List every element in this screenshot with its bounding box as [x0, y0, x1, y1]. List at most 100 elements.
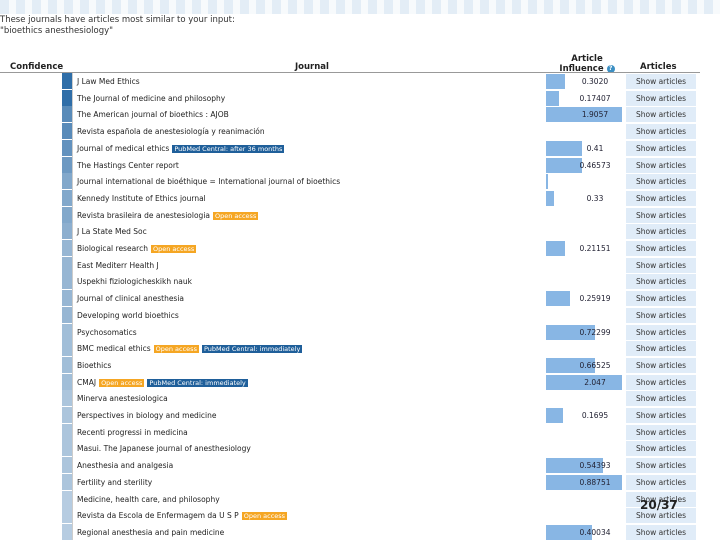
table-row: Revista da Escola de Enfermagem da U S P… — [0, 507, 700, 524]
info-icon[interactable]: ? — [606, 64, 615, 73]
article-influence-cell: 0.17407 — [546, 90, 622, 106]
journal-cell: J La State Med Soc — [77, 227, 147, 236]
show-articles-button[interactable]: Show articles — [626, 207, 696, 223]
journal-name[interactable]: J Law Med Ethics — [77, 77, 140, 86]
journal-name[interactable]: Uspekhi fiziologicheskikh nauk — [77, 277, 192, 287]
open-access-badge: Open access — [213, 211, 259, 220]
journal-name[interactable]: Revista española de anestesiología y rea… — [77, 127, 265, 137]
show-articles-button[interactable]: Show articles — [626, 508, 696, 524]
show-articles-button[interactable]: Show articles — [626, 491, 696, 507]
journal-name[interactable]: The Hastings Center report — [77, 160, 179, 170]
article-influence-bar — [546, 524, 592, 540]
journal-name[interactable]: Journal of clinical anesthesia — [77, 294, 185, 304]
table-row: Revista española de anestesiología y rea… — [0, 123, 700, 140]
show-articles-button[interactable]: Show articles — [626, 408, 696, 423]
table-row: J Law Med Ethics 0.3020 Show articles — [0, 73, 700, 90]
table-row: East Mediterr Health J Show articles — [0, 256, 700, 274]
article-influence-value: 0.88751 — [579, 477, 611, 487]
article-influence-bar — [546, 90, 559, 106]
show-articles-button[interactable]: Show articles — [626, 140, 696, 156]
journal-name[interactable]: Fertility and sterility — [77, 477, 153, 487]
show-articles-button[interactable]: Show articles — [626, 224, 696, 240]
confidence-bar — [62, 256, 72, 273]
journal-name[interactable]: Journal of medical ethics — [77, 143, 170, 153]
column-header-journal[interactable]: Journal — [295, 62, 329, 72]
show-articles-button[interactable]: Show articles — [626, 190, 696, 206]
table-row: Medicine, health care, and philosophy Sho… — [0, 490, 700, 508]
journal-name[interactable]: Regional anesthesia and pain medicine — [77, 527, 225, 537]
journal-cell: Uspekhi fiziologicheskikh nauk — [77, 277, 192, 286]
journal-name[interactable]: Masui. The Japanese journal of anesthesi… — [77, 444, 251, 454]
article-influence-label-2: Influence — [559, 64, 604, 74]
show-articles-button[interactable]: Show articles — [626, 458, 696, 474]
show-articles-button[interactable]: Show articles — [626, 307, 696, 323]
article-influence-cell: 1.9057 — [546, 107, 622, 123]
show-articles-button[interactable]: Show articles — [626, 291, 696, 307]
journal-name[interactable]: Revista brasileira de anestesiologia — [77, 210, 210, 220]
journal-name[interactable]: Perspectives in biology and medicine — [77, 411, 217, 420]
journal-name[interactable]: Anesthesia and analgesia — [77, 461, 174, 471]
show-articles-button[interactable]: Show articles — [626, 474, 696, 490]
article-influence-cell: 0.33 — [546, 190, 622, 206]
article-influence-cell — [546, 174, 622, 190]
show-articles-button[interactable]: Show articles — [626, 374, 696, 390]
show-articles-button[interactable]: Show articles — [626, 257, 696, 273]
show-articles-button[interactable]: Show articles — [626, 74, 696, 89]
show-articles-button[interactable]: Show articles — [626, 157, 696, 173]
show-articles-button[interactable]: Show articles — [626, 324, 696, 340]
show-articles-button[interactable]: Show articles — [626, 524, 696, 540]
journal-cell: Developing world bioethics — [77, 311, 179, 320]
show-articles-button[interactable]: Show articles — [626, 241, 696, 256]
table-row: Biological research Open access 0.21151 Sho… — [0, 240, 700, 257]
journal-name[interactable]: BMC medical ethics — [77, 344, 151, 354]
article-influence-bar — [546, 408, 563, 423]
table-row: Uspekhi fiziologicheskikh nauk Show artic… — [0, 273, 700, 290]
show-articles-button[interactable]: Show articles — [626, 441, 696, 457]
journal-name[interactable]: The American journal of bioethics : AJOB — [77, 110, 229, 120]
journal-name[interactable]: The Journal of medicine and philosophy — [77, 93, 226, 103]
journal-name[interactable]: Revista da Escola de Enfermagem da U S P — [77, 511, 239, 521]
show-articles-button[interactable]: Show articles — [626, 174, 696, 190]
confidence-bar — [62, 356, 72, 373]
article-influence-bar — [546, 174, 549, 190]
show-articles-button[interactable]: Show articles — [626, 90, 696, 106]
confidence-bar — [62, 423, 72, 440]
journal-name[interactable]: J La State Med Soc — [77, 227, 147, 237]
table-row: The Hastings Center report 0.46573 Show ar… — [0, 156, 700, 174]
journal-name[interactable]: East Mediterr Health J — [77, 260, 159, 270]
show-articles-button[interactable]: Show articles — [626, 107, 696, 123]
journal-name[interactable]: Developing world bioethics — [77, 310, 179, 320]
journal-name[interactable]: Psychosomatics — [77, 327, 137, 337]
journal-cell: Revista brasileira de anestesiologia Open… — [77, 210, 259, 220]
show-articles-button[interactable]: Show articles — [626, 274, 696, 290]
column-header-article-influence[interactable]: Article Influence ? — [556, 54, 618, 74]
table-row: The American journal of bioethics : AJOB… — [0, 106, 700, 123]
confidence-divider — [72, 73, 73, 540]
show-articles-button[interactable]: Show articles — [626, 124, 696, 140]
column-header-confidence[interactable]: Confidence — [10, 62, 64, 72]
pmc-badge: PubMed Central: immediately — [147, 378, 248, 387]
journal-cell: Masui. The Japanese journal of anesthesi… — [77, 444, 251, 453]
column-header-articles: Articles — [640, 62, 677, 72]
journal-name[interactable]: Recenti progressi in medicina — [77, 427, 188, 437]
article-influence-value: 0.54393 — [579, 461, 611, 471]
confidence-bar — [62, 390, 72, 407]
journal-name[interactable]: Bioethics — [77, 360, 112, 370]
journal-name[interactable]: CMAJ — [77, 377, 97, 387]
journal-name[interactable]: Minerva anestesiologica — [77, 394, 168, 404]
article-influence-bar — [546, 74, 565, 89]
article-influence-bar — [546, 374, 622, 390]
show-articles-button[interactable]: Show articles — [626, 391, 696, 407]
show-articles-button[interactable]: Show articles — [626, 341, 696, 357]
journal-name[interactable]: Medicine, health care, and philosophy — [77, 494, 220, 504]
table-row: Anesthesia and analgesia 0.54393 Show arti… — [0, 457, 700, 474]
confidence-bar — [62, 223, 72, 240]
journal-name[interactable]: Journal international de bioéthique = In… — [77, 177, 341, 187]
journal-name[interactable]: Biological research — [77, 244, 148, 253]
journal-cell: Regional anesthesia and pain medicine — [77, 528, 224, 537]
show-articles-button[interactable]: Show articles — [626, 357, 696, 373]
article-influence-cell: 0.46573 — [546, 157, 622, 173]
header-banner — [0, 0, 720, 14]
show-articles-button[interactable]: Show articles — [626, 424, 696, 440]
journal-name[interactable]: Kennedy Institute of Ethics journal — [77, 193, 206, 203]
